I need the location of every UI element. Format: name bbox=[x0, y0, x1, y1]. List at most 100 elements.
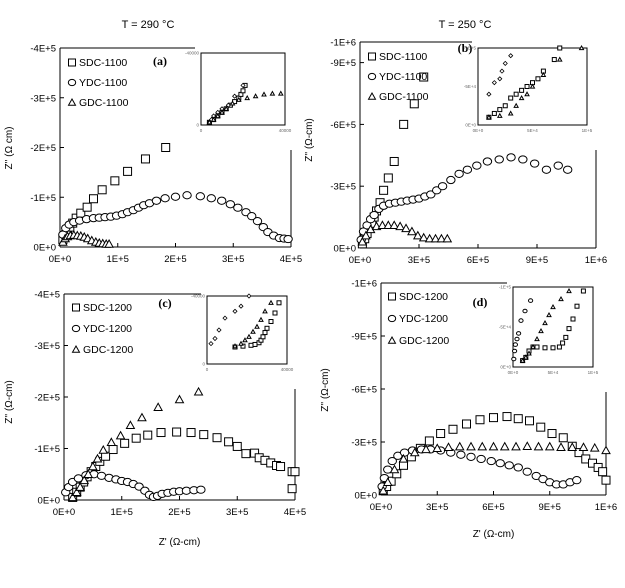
inset-data-point bbox=[229, 100, 236, 106]
x-tick-label: 0E+0 bbox=[349, 255, 371, 266]
inset-x-tick-label: 40000 bbox=[281, 367, 294, 372]
data-point bbox=[241, 449, 251, 459]
inset-plot: 0E+0 5E+4 1E+5 0E+0 -5E+4 -1E+5 bbox=[499, 285, 599, 376]
inset-data-point bbox=[540, 71, 547, 78]
inset-x-tick-label: 0E+0 bbox=[508, 370, 519, 375]
data-point bbox=[247, 212, 257, 221]
legend-label: YDC-1200 bbox=[399, 313, 448, 325]
inset-data-point bbox=[238, 340, 244, 346]
inset-data-point bbox=[268, 319, 274, 324]
inset-data-point bbox=[250, 328, 256, 334]
data-point bbox=[437, 182, 448, 191]
data-point bbox=[131, 433, 141, 443]
data-point bbox=[494, 155, 504, 164]
legend-marker bbox=[71, 344, 81, 353]
data-point bbox=[421, 444, 431, 454]
inset-data-point bbox=[519, 357, 526, 363]
inset-data-point bbox=[512, 348, 518, 354]
data-point bbox=[369, 210, 379, 220]
inset-data-point bbox=[550, 303, 556, 310]
data-point bbox=[140, 154, 150, 164]
inset-y-tick-label: 0 bbox=[202, 362, 205, 367]
series-GDC-1100 bbox=[357, 220, 453, 246]
data-point bbox=[601, 445, 611, 455]
x-tick-label: 6E+5 bbox=[467, 255, 489, 266]
inset-data-point bbox=[522, 354, 529, 360]
inset-data-point bbox=[556, 56, 563, 62]
inset-data-point bbox=[551, 57, 557, 63]
inset-data-point bbox=[580, 288, 586, 294]
inset-data-point bbox=[557, 45, 563, 51]
x-tick-label: 6E+5 bbox=[482, 502, 504, 513]
inset-data-point bbox=[518, 318, 524, 323]
inset-data-point bbox=[563, 334, 569, 340]
data-point bbox=[383, 220, 394, 230]
legend-label: GDC-1100 bbox=[79, 97, 129, 109]
data-point bbox=[156, 428, 166, 438]
y-tick-label: -3E+5 bbox=[351, 438, 377, 449]
inset-data-point bbox=[524, 84, 530, 89]
data-point bbox=[232, 441, 242, 451]
legend-marker bbox=[68, 58, 76, 67]
data-point bbox=[513, 414, 523, 424]
inset-y-tick-label: 0 bbox=[196, 123, 199, 128]
inset-data-point bbox=[546, 311, 552, 318]
data-point bbox=[79, 475, 90, 485]
inset-data-point bbox=[262, 308, 268, 314]
data-point bbox=[578, 442, 589, 451]
data-point bbox=[387, 456, 397, 466]
series-YDC-1200 bbox=[377, 445, 582, 491]
inset-data-point bbox=[252, 341, 258, 347]
data-point bbox=[361, 230, 371, 240]
inset-data-point bbox=[535, 76, 541, 82]
inset-data-point bbox=[258, 316, 264, 322]
data-point bbox=[151, 196, 162, 205]
inset-series-YDC-1100 bbox=[486, 53, 514, 97]
panel-tag: (c) bbox=[158, 296, 171, 310]
data-point bbox=[488, 441, 499, 451]
panel-tag: (d) bbox=[473, 295, 488, 309]
data-point bbox=[525, 416, 534, 426]
legend-marker bbox=[367, 72, 377, 81]
data-point bbox=[92, 453, 103, 463]
data-point bbox=[401, 223, 411, 233]
data-point bbox=[137, 412, 147, 422]
y-tick-label: 0E+0 bbox=[355, 491, 377, 502]
y-tick-label: -4E+5 bbox=[30, 44, 56, 55]
x-axis-label: Z' (Ω-cm) bbox=[159, 537, 201, 548]
inset-series-GDC-1200 bbox=[232, 299, 274, 349]
inset-y-tick-label: -5E+4 bbox=[499, 325, 512, 330]
data-point bbox=[389, 156, 399, 166]
data-point bbox=[123, 166, 133, 176]
inset-data-point bbox=[558, 295, 564, 302]
data-point bbox=[88, 194, 98, 204]
inset-data-point bbox=[262, 330, 268, 336]
x-tick-label: 2E+5 bbox=[164, 254, 186, 265]
inset-data-point bbox=[508, 53, 514, 59]
data-point bbox=[283, 234, 293, 244]
inset-series-YDC-1200 bbox=[511, 298, 534, 362]
inset-data-point bbox=[542, 319, 548, 326]
data-point bbox=[407, 226, 417, 236]
legend-label: SDC-1100 bbox=[379, 51, 427, 63]
y-tick-label: -2E+5 bbox=[30, 143, 56, 154]
panel-d: 0E+0 3E+5 6E+5 9E+5 1E+6 0E+0 -3E+5 -6E+5 -9E+5 -… bbox=[320, 279, 617, 541]
inset-y-tick-label: -1E+5 bbox=[464, 46, 477, 51]
data-point bbox=[186, 428, 196, 438]
inset-data-point bbox=[499, 68, 505, 74]
inset-plot: 0E+0 5E+4 1E+5 0E+0 -5E+4 -1E+5 bbox=[464, 44, 593, 133]
inset-y-tick-label: -40000 bbox=[191, 294, 206, 299]
data-point bbox=[536, 422, 546, 432]
data-point bbox=[161, 143, 171, 152]
data-point bbox=[418, 232, 429, 242]
data-point bbox=[82, 202, 92, 212]
data-point bbox=[357, 236, 368, 246]
inset-x-tick-label: 5E+4 bbox=[527, 128, 538, 133]
inset-data-point bbox=[232, 308, 238, 314]
data-point bbox=[567, 442, 578, 451]
data-point bbox=[409, 99, 419, 109]
inset-y-tick-label: -40000 bbox=[185, 51, 200, 56]
inset-y-tick-label: 0E+0 bbox=[500, 365, 511, 370]
data-point bbox=[456, 450, 466, 459]
data-point bbox=[193, 386, 204, 396]
